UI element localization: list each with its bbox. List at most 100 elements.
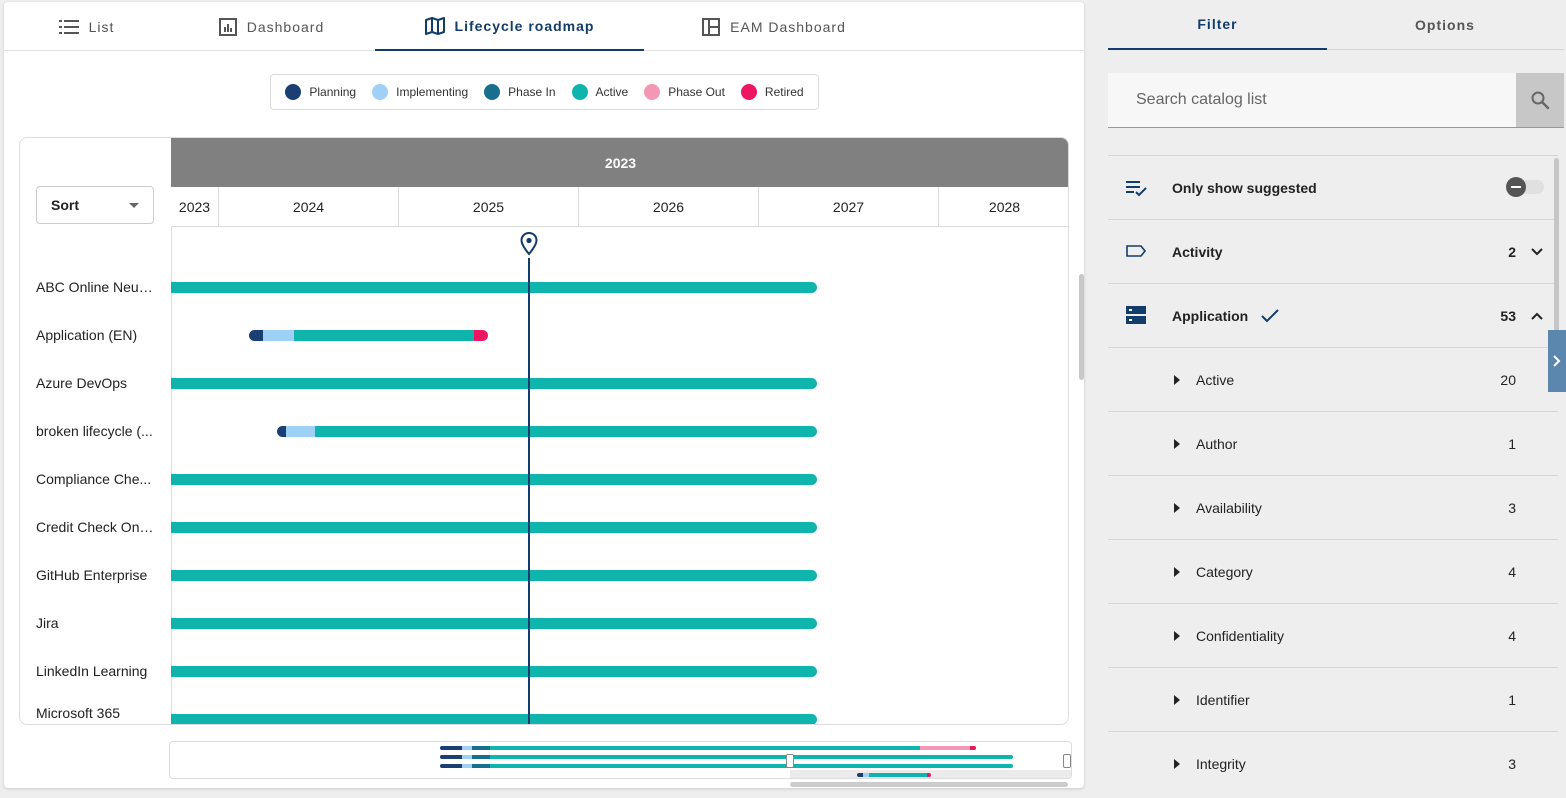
timeline-year-columns: 2023 2024 2025 2026 2027 2028: [171, 187, 1068, 227]
subfilter-author[interactable]: Author 1: [1108, 411, 1558, 475]
tab-filter[interactable]: Filter: [1108, 0, 1327, 50]
legend-label: Planning: [309, 85, 357, 99]
legend-item-planning[interactable]: Planning: [285, 84, 356, 100]
row-label[interactable]: Microsoft 365: [36, 705, 121, 721]
tab-eam-dashboard[interactable]: EAM Dashboard: [684, 2, 864, 51]
today-marker-line: [528, 258, 530, 724]
search-button[interactable]: [1516, 73, 1564, 127]
subfilter-count: 4: [1508, 563, 1516, 580]
minimap-bar: [440, 746, 976, 750]
legend-item-active[interactable]: Active: [571, 84, 629, 100]
lifecycle-bar[interactable]: [171, 378, 818, 389]
subfilter-confidentiality[interactable]: Confidentiality 4: [1108, 603, 1558, 667]
phase-segment-implementing: [262, 330, 294, 341]
lifecycle-bar[interactable]: [171, 666, 818, 677]
only-suggested-toggle[interactable]: [1506, 177, 1544, 197]
lifecycle-bar[interactable]: [171, 618, 818, 629]
subfilter-category[interactable]: Category 4: [1108, 539, 1558, 603]
row-label[interactable]: Credit Check Onli...: [36, 519, 156, 535]
collapse-sidebar-button[interactable]: [1548, 330, 1566, 392]
caret-right-icon[interactable]: [1174, 694, 1180, 705]
row-label[interactable]: Azure DevOps: [36, 375, 128, 391]
location-pin-icon[interactable]: [520, 232, 538, 256]
tab-dashboard-label: Dashboard: [246, 18, 325, 35]
legend-item-phase-in[interactable]: Phase In: [484, 84, 556, 100]
phase-segment-active: [171, 570, 818, 581]
phase-segment-active: [293, 330, 474, 341]
caret-right-icon[interactable]: [1174, 758, 1180, 769]
row-label[interactable]: ABC Online Neuk...: [36, 279, 156, 295]
sort-dropdown[interactable]: Sort: [36, 186, 154, 224]
sidebar-tabs: Filter Options: [1108, 0, 1564, 50]
filter-activity[interactable]: Activity 2: [1108, 219, 1558, 283]
check-icon: [1261, 309, 1279, 323]
lifecycle-bar[interactable]: [171, 714, 818, 724]
main-panel: List Dashboard Lifecycle roadmap EAM Das…: [4, 2, 1084, 788]
year-column: 2027: [758, 187, 938, 227]
subfilter-integrity[interactable]: Integrity 3: [1108, 731, 1558, 795]
filter-label: Activity: [1172, 243, 1223, 260]
phase-segment-active: [171, 618, 818, 629]
legend-label: Phase In: [508, 85, 556, 99]
tab-list[interactable]: List: [4, 2, 169, 51]
phase-segment-retired: [473, 330, 488, 341]
row-label[interactable]: LinkedIn Learning: [36, 663, 148, 679]
tab-lifecycle-roadmap[interactable]: Lifecycle roadmap: [375, 2, 644, 51]
lifecycle-bar[interactable]: [277, 426, 818, 437]
legend-dot: [484, 84, 501, 100]
catalog-search: [1108, 73, 1564, 128]
minimap-bar: [440, 755, 1013, 759]
tab-lifecycle-roadmap-label: Lifecycle roadmap: [454, 17, 595, 34]
year-column: 2023: [178, 199, 211, 215]
caret-right-icon[interactable]: [1174, 630, 1180, 641]
chevron-up-icon[interactable]: [1530, 311, 1544, 321]
only-suggested-label: Only show suggested: [1172, 179, 1317, 196]
playlist-check-icon: [1126, 181, 1147, 197]
phase-segment-active: [171, 282, 818, 293]
row-label[interactable]: Jira: [36, 615, 59, 631]
subfilter-identifier[interactable]: Identifier 1: [1108, 667, 1558, 731]
legend-item-phase-out[interactable]: Phase Out: [644, 84, 725, 100]
subfilter-active[interactable]: Active 20: [1108, 347, 1558, 411]
tab-dashboard[interactable]: Dashboard: [169, 2, 374, 51]
sidebar-scrollbar[interactable]: [1554, 158, 1559, 348]
lifecycle-bar[interactable]: [171, 570, 818, 581]
lifecycle-bar[interactable]: [171, 474, 818, 485]
legend-label: Active: [595, 85, 629, 99]
filter-count: 2: [1508, 243, 1516, 260]
minimap-viewport[interactable]: [790, 770, 1071, 778]
year-column: 2028: [938, 187, 1068, 227]
lifecycle-bar[interactable]: [248, 330, 488, 341]
filter-application[interactable]: Application 53: [1108, 283, 1558, 347]
chevron-down-icon[interactable]: [1530, 247, 1544, 257]
subfilter-label: Availability: [1196, 499, 1262, 516]
lifecycle-bar[interactable]: [171, 522, 818, 533]
minimap-left-handle[interactable]: [786, 754, 794, 768]
tab-options[interactable]: Options: [1415, 17, 1475, 33]
filter-count: 53: [1500, 307, 1516, 324]
subfilter-count: 3: [1508, 499, 1516, 516]
caret-right-icon[interactable]: [1174, 374, 1180, 385]
legend-item-implementing[interactable]: Implementing: [372, 84, 468, 100]
row-label[interactable]: GitHub Enterprise: [36, 567, 148, 583]
row-label[interactable]: broken lifecycle (...: [36, 423, 153, 439]
minimap-bar: [440, 764, 1013, 768]
caret-right-icon[interactable]: [1174, 566, 1180, 577]
minimap-right-handle[interactable]: [1063, 754, 1071, 768]
search-input[interactable]: [1108, 73, 1516, 127]
only-suggested-row[interactable]: Only show suggested: [1108, 155, 1558, 219]
legend-item-retired[interactable]: Retired: [740, 84, 804, 100]
caret-right-icon[interactable]: [1174, 502, 1180, 513]
row-label[interactable]: Application (EN): [36, 327, 138, 343]
phase-segment-implementing: [286, 426, 316, 437]
legend-dot: [285, 84, 302, 100]
timeline-minimap[interactable]: [169, 741, 1072, 779]
row-label[interactable]: Compliance Che...: [36, 471, 152, 487]
subfilter-count: 4: [1508, 627, 1516, 644]
minimap-scrollbar[interactable]: [790, 782, 1068, 787]
roadmap-scrollbar[interactable]: [1079, 274, 1084, 380]
subfilter-availability[interactable]: Availability 3: [1108, 475, 1558, 539]
lifecycle-bar[interactable]: [171, 282, 818, 293]
caret-right-icon[interactable]: [1174, 438, 1180, 449]
subfilter-count: 1: [1508, 691, 1516, 708]
